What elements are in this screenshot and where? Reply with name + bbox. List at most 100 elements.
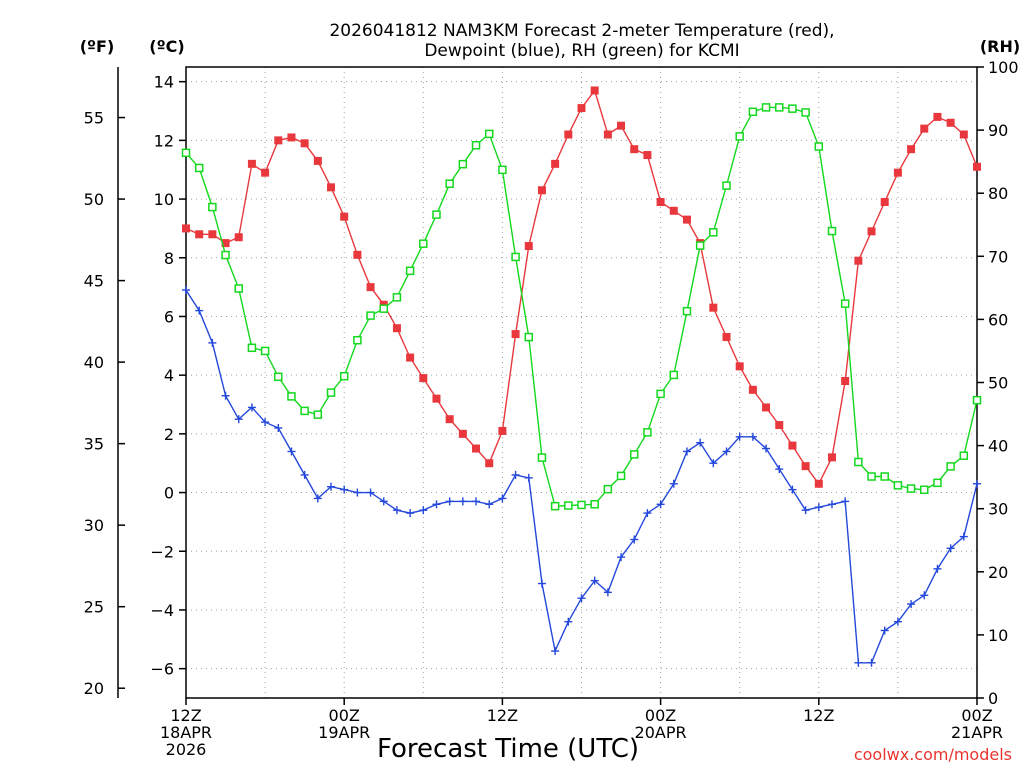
temperature-point: [748, 385, 757, 394]
temperature-point: [893, 168, 902, 177]
rh-point: [234, 284, 243, 293]
dewpoint-point: [973, 479, 981, 488]
dewpoint-point: [775, 465, 784, 474]
rh-point: [761, 103, 771, 112]
temperature-point: [551, 159, 560, 168]
rh-point: [221, 250, 230, 260]
dewpoint-point: [854, 658, 863, 667]
rh-point: [550, 501, 560, 511]
temperature-point: [788, 441, 797, 450]
rh-point: [801, 108, 810, 117]
rh-point: [656, 389, 665, 399]
celsius-tick-label: −2: [150, 542, 174, 561]
celsius-tick-label: 2: [164, 425, 174, 444]
temperature-point: [801, 462, 810, 471]
temperature-point: [498, 426, 507, 435]
rh-point: [432, 210, 441, 219]
celsius-tick-label: 6: [164, 307, 174, 326]
temperature-point: [366, 283, 375, 292]
rh-point: [379, 304, 388, 313]
rh-point: [484, 129, 494, 139]
temperature-point: [537, 186, 546, 195]
rh-point: [564, 501, 573, 510]
dewpoint-point: [195, 306, 204, 315]
temperature-point: [643, 151, 652, 160]
temperature-point: [959, 130, 968, 139]
rh-tick-label: 80: [988, 184, 1008, 203]
dewpoint-point: [406, 509, 415, 518]
rh-point: [709, 228, 718, 237]
rh-point: [498, 165, 507, 175]
rh-tick-label: 50: [988, 374, 1008, 393]
temperature-point: [603, 130, 612, 139]
rh-point: [827, 226, 837, 236]
dewpoint-point: [524, 473, 533, 482]
dewpoint-point: [208, 338, 217, 347]
dewpoint-point: [511, 470, 520, 479]
celsius-tick-label: −6: [150, 660, 174, 679]
rh-point: [524, 332, 534, 342]
dewpoint-point: [801, 506, 810, 515]
x-tick-label: 18APR: [160, 723, 212, 742]
rh-point: [208, 202, 217, 212]
dewpoint-point: [392, 506, 401, 515]
dewpoint-point: [221, 391, 230, 400]
rh-tick-label: 70: [988, 247, 1008, 266]
temperature-point: [274, 136, 283, 145]
dewpoint-point: [300, 470, 309, 479]
dewpoint-point: [946, 544, 955, 553]
x-tick-label: 00Z: [961, 706, 992, 725]
dewpoint-point: [274, 423, 283, 432]
rh-point: [405, 266, 415, 276]
temperature-point: [933, 112, 942, 121]
x-tick-label: 12Z: [803, 706, 834, 725]
dewpoint-point: [564, 617, 573, 626]
dewpoint-point: [643, 509, 652, 518]
temperature-point: [854, 256, 863, 265]
rh-point: [920, 485, 929, 495]
rh-point: [260, 346, 270, 356]
celsius-tick-label: 10: [154, 190, 174, 209]
fahrenheit-tick-label: 25: [84, 598, 104, 617]
rh-point: [933, 478, 942, 488]
rh-point: [274, 372, 283, 382]
temperature-point: [182, 224, 190, 233]
temperature-point: [340, 212, 349, 221]
rh-point: [775, 103, 784, 112]
rh-point: [788, 104, 797, 113]
chart-axes: [117, 66, 984, 705]
temperature-point: [524, 242, 533, 251]
rh-point: [300, 406, 309, 416]
rh-point: [247, 343, 257, 353]
temperature-point: [221, 239, 230, 248]
rh-point: [194, 163, 204, 173]
dewpoint-point: [656, 500, 665, 509]
rh-tick-label: 100: [988, 58, 1019, 77]
fahrenheit-tick-label: 40: [84, 353, 104, 372]
grid-lines: [186, 67, 977, 698]
rh-point: [590, 500, 599, 509]
rh-point: [959, 451, 969, 460]
rh-point: [643, 428, 652, 437]
temperature-point: [920, 124, 929, 133]
dewpoint-point: [748, 432, 757, 441]
rh-point: [616, 471, 626, 481]
dewpoint-point: [788, 485, 797, 494]
rh-point: [893, 481, 903, 490]
dewpoint-point: [735, 432, 744, 441]
temperature-point: [946, 118, 955, 127]
temperature-point: [656, 198, 665, 207]
temperature-point: [406, 353, 415, 362]
series-dewpoint: [182, 286, 981, 667]
temperature-point: [775, 421, 784, 430]
dewpoint-point: [327, 482, 336, 491]
rh-point: [313, 410, 323, 419]
rh-point: [906, 484, 916, 493]
temperature-point: [458, 429, 467, 438]
x-tick-label: 12Z: [170, 706, 201, 725]
x-tick-label: 19APR: [318, 723, 370, 742]
rh-point: [537, 453, 547, 462]
dewpoint-point: [313, 494, 322, 503]
temperature-point: [630, 145, 639, 154]
dewpoint-point: [445, 497, 454, 506]
